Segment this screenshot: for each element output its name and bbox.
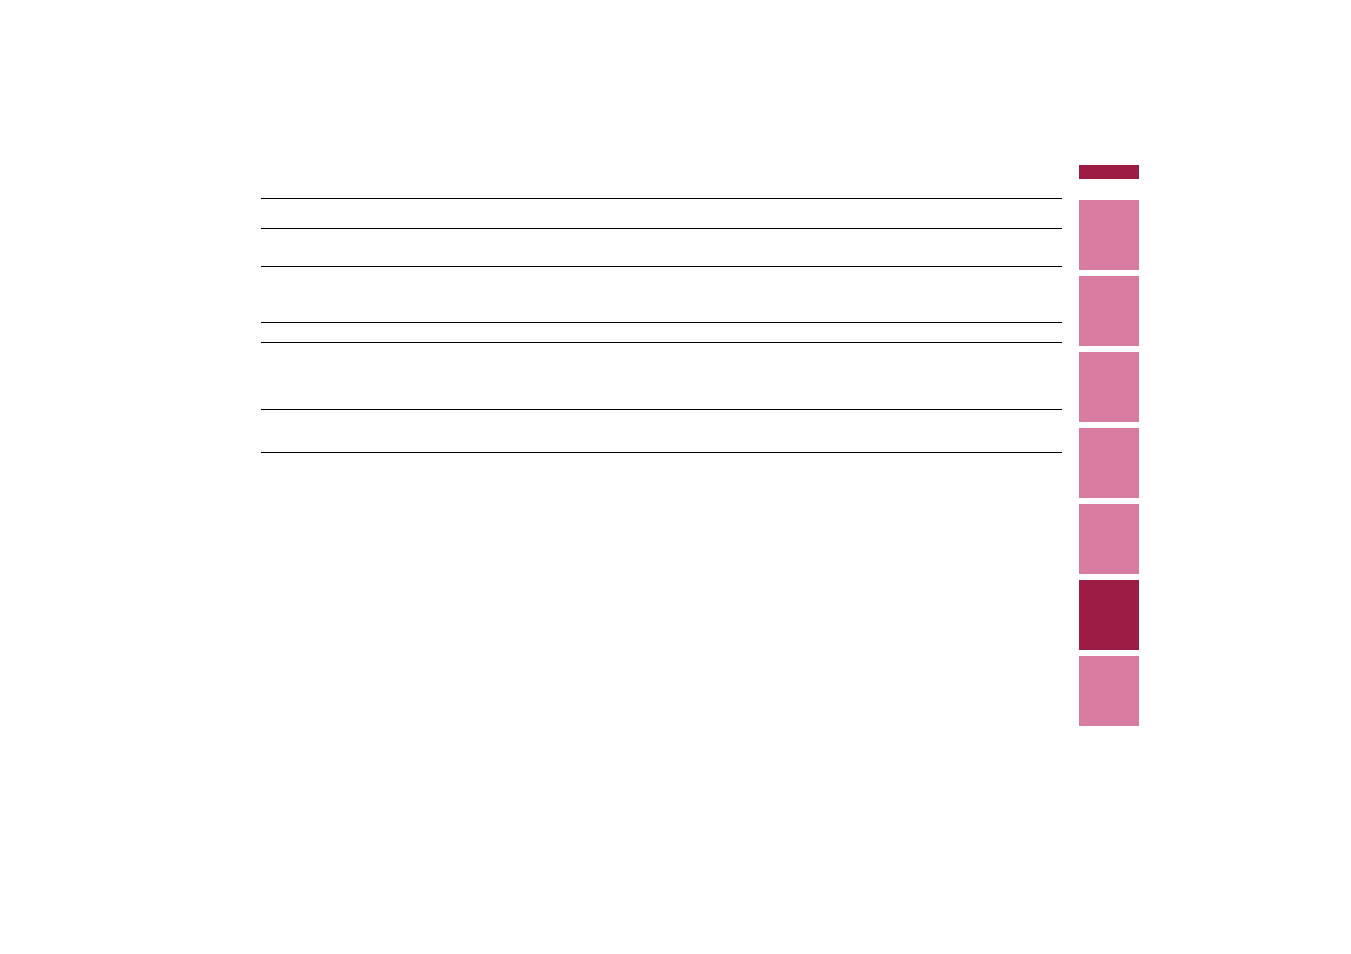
horizontal-rule-3 — [261, 322, 1062, 323]
sidebar-tab-2 — [1079, 276, 1139, 346]
horizontal-rule-0 — [261, 198, 1062, 199]
sidebar-tab-4 — [1079, 428, 1139, 498]
horizontal-rule-1 — [261, 228, 1062, 229]
sidebar-tab-5 — [1079, 504, 1139, 574]
horizontal-rule-5 — [261, 409, 1062, 410]
horizontal-rule-4 — [261, 342, 1062, 343]
horizontal-rule-2 — [261, 266, 1062, 267]
horizontal-rule-6 — [261, 452, 1062, 453]
sidebar-tab-7 — [1079, 656, 1139, 726]
sidebar-tab-3 — [1079, 352, 1139, 422]
sidebar-tab-1 — [1079, 200, 1139, 270]
sidebar-tab-6 — [1079, 580, 1139, 650]
sidebar-tab-0 — [1079, 165, 1139, 179]
